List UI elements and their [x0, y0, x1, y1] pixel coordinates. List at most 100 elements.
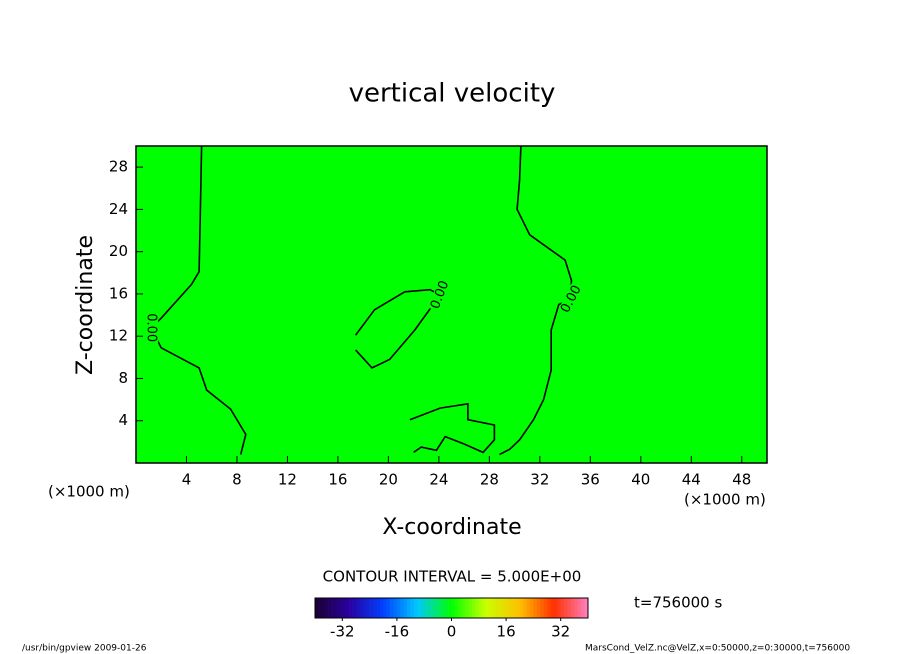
y-tick-label: 24 — [109, 200, 128, 218]
colorbar-stripe — [355, 598, 360, 618]
x-tick-label: 44 — [682, 471, 701, 489]
footer-right: MarsCond_VelZ.nc@VelZ,x=0:50000,z=0:3000… — [585, 644, 850, 654]
colorbar-stripe — [495, 598, 500, 618]
contour-label-bg — [557, 281, 585, 317]
colorbar-stripe — [523, 598, 527, 618]
colorbar-stripe — [584, 598, 589, 618]
y-tick-label: 4 — [118, 411, 128, 429]
colorbar-stripe — [509, 598, 514, 618]
colorbar-stripe — [338, 598, 343, 618]
colorbar-stripe — [366, 598, 370, 618]
colorbar-stripe — [529, 598, 534, 618]
colorbar-stripe — [349, 598, 353, 618]
x-tick-label: 4 — [182, 471, 192, 489]
colorbar-stripe — [485, 598, 490, 618]
colorbar-stripe — [437, 598, 442, 618]
colorbar-stripe — [396, 598, 401, 618]
colorbar-stripe — [519, 598, 524, 618]
y-tick-label: 12 — [109, 327, 128, 345]
colorbar-stripe — [318, 598, 323, 618]
contour-interval: CONTOUR INTERVAL = 5.000E+00 — [323, 568, 582, 586]
colorbar-stripe — [471, 598, 476, 618]
colorbar-stripe — [431, 598, 435, 618]
x-tick-label: 12 — [278, 471, 297, 489]
colorbar-stripe — [574, 598, 579, 618]
x-tick-label: 24 — [429, 471, 448, 489]
x-tick-label: 8 — [232, 471, 242, 489]
colorbar-stripe — [482, 598, 486, 618]
colorbar-stripe — [369, 598, 374, 618]
contour-label: 0.00 — [144, 313, 159, 342]
plot-frame — [135, 145, 768, 464]
colorbar-stripe — [458, 598, 463, 618]
contour-label-bg — [427, 277, 453, 313]
colorbar-tick-label: 0 — [447, 623, 457, 641]
chart-title: vertical velocity — [349, 79, 556, 109]
colorbar-stripe — [468, 598, 473, 618]
x-tick-label: 28 — [480, 471, 499, 489]
colorbar-stripe — [560, 598, 565, 618]
colorbar-stripe — [478, 598, 483, 618]
colorbar-stripe — [441, 598, 445, 618]
colorbar-stripe — [567, 598, 572, 618]
colorbar-stripe — [502, 598, 507, 618]
colorbar-stripe — [328, 598, 333, 618]
colorbar-stripe — [362, 598, 367, 618]
colorbar-tick-label: -32 — [330, 623, 355, 641]
colorbar-stripe — [547, 598, 551, 618]
colorbar-stripe — [413, 598, 418, 618]
colorbar-stripe — [448, 598, 452, 618]
colorbar-stripe — [536, 598, 541, 618]
y-tick-label: 20 — [109, 242, 128, 260]
colorbar-stripe — [543, 598, 548, 618]
colorbar-stripe — [465, 598, 469, 618]
colorbar-tick-label: -16 — [385, 623, 410, 641]
colorbar-stripe — [359, 598, 364, 618]
colorbar-stripe — [315, 598, 319, 618]
colorbar-stripe — [570, 598, 575, 618]
colorbar-stripe — [475, 598, 480, 618]
colorbar-stripe — [434, 598, 439, 618]
colorbar-stripe — [386, 598, 391, 618]
time-label: t=756000 s — [634, 594, 722, 612]
colorbar-stripe — [321, 598, 326, 618]
contour-line — [409, 402, 496, 454]
colorbar-stripe — [516, 598, 521, 618]
colorbar-stripe — [345, 598, 350, 618]
y-axis-label: Z-coordinate — [73, 235, 98, 375]
colorbar-stripe — [383, 598, 387, 618]
colorbar-stripe — [492, 598, 497, 618]
plot-field — [136, 146, 767, 463]
colorbar-stripe — [342, 598, 347, 618]
x-axis-label: X-coordinate — [382, 515, 521, 540]
colorbar-stripe — [454, 598, 459, 618]
colorbar-stripe — [373, 598, 377, 618]
colorbar-stripe — [451, 598, 456, 618]
y-tick-label: 16 — [109, 284, 128, 302]
y-unit: (×1000 m) — [48, 483, 130, 501]
colorbar-tick-label: 16 — [497, 623, 516, 641]
colorbar-stripe — [581, 598, 585, 618]
colorbar-tick-label: 32 — [551, 623, 570, 641]
x-tick-label: 40 — [631, 471, 650, 489]
colorbar-stripe — [550, 598, 555, 618]
x-tick-label: 16 — [328, 471, 347, 489]
colorbar-stripe — [379, 598, 384, 618]
colorbar-stripe — [417, 598, 422, 618]
colorbar-stripe — [335, 598, 340, 618]
colorbar-stripe — [564, 598, 568, 618]
colorbar-stripe — [403, 598, 408, 618]
colorbar-stripe — [390, 598, 394, 618]
colorbar-stripe — [506, 598, 510, 618]
colorbar-stripe — [400, 598, 405, 618]
x-tick-label: 48 — [732, 471, 751, 489]
colorbar-stripe — [489, 598, 493, 618]
x-tick-label: 36 — [581, 471, 600, 489]
colorbar-stripe — [444, 598, 449, 618]
y-tick-label: 8 — [118, 369, 128, 387]
colorbar-stripe — [325, 598, 329, 618]
colorbar-stripe — [540, 598, 544, 618]
colorbar-stripe — [557, 598, 561, 618]
colorbar-stripe — [393, 598, 398, 618]
